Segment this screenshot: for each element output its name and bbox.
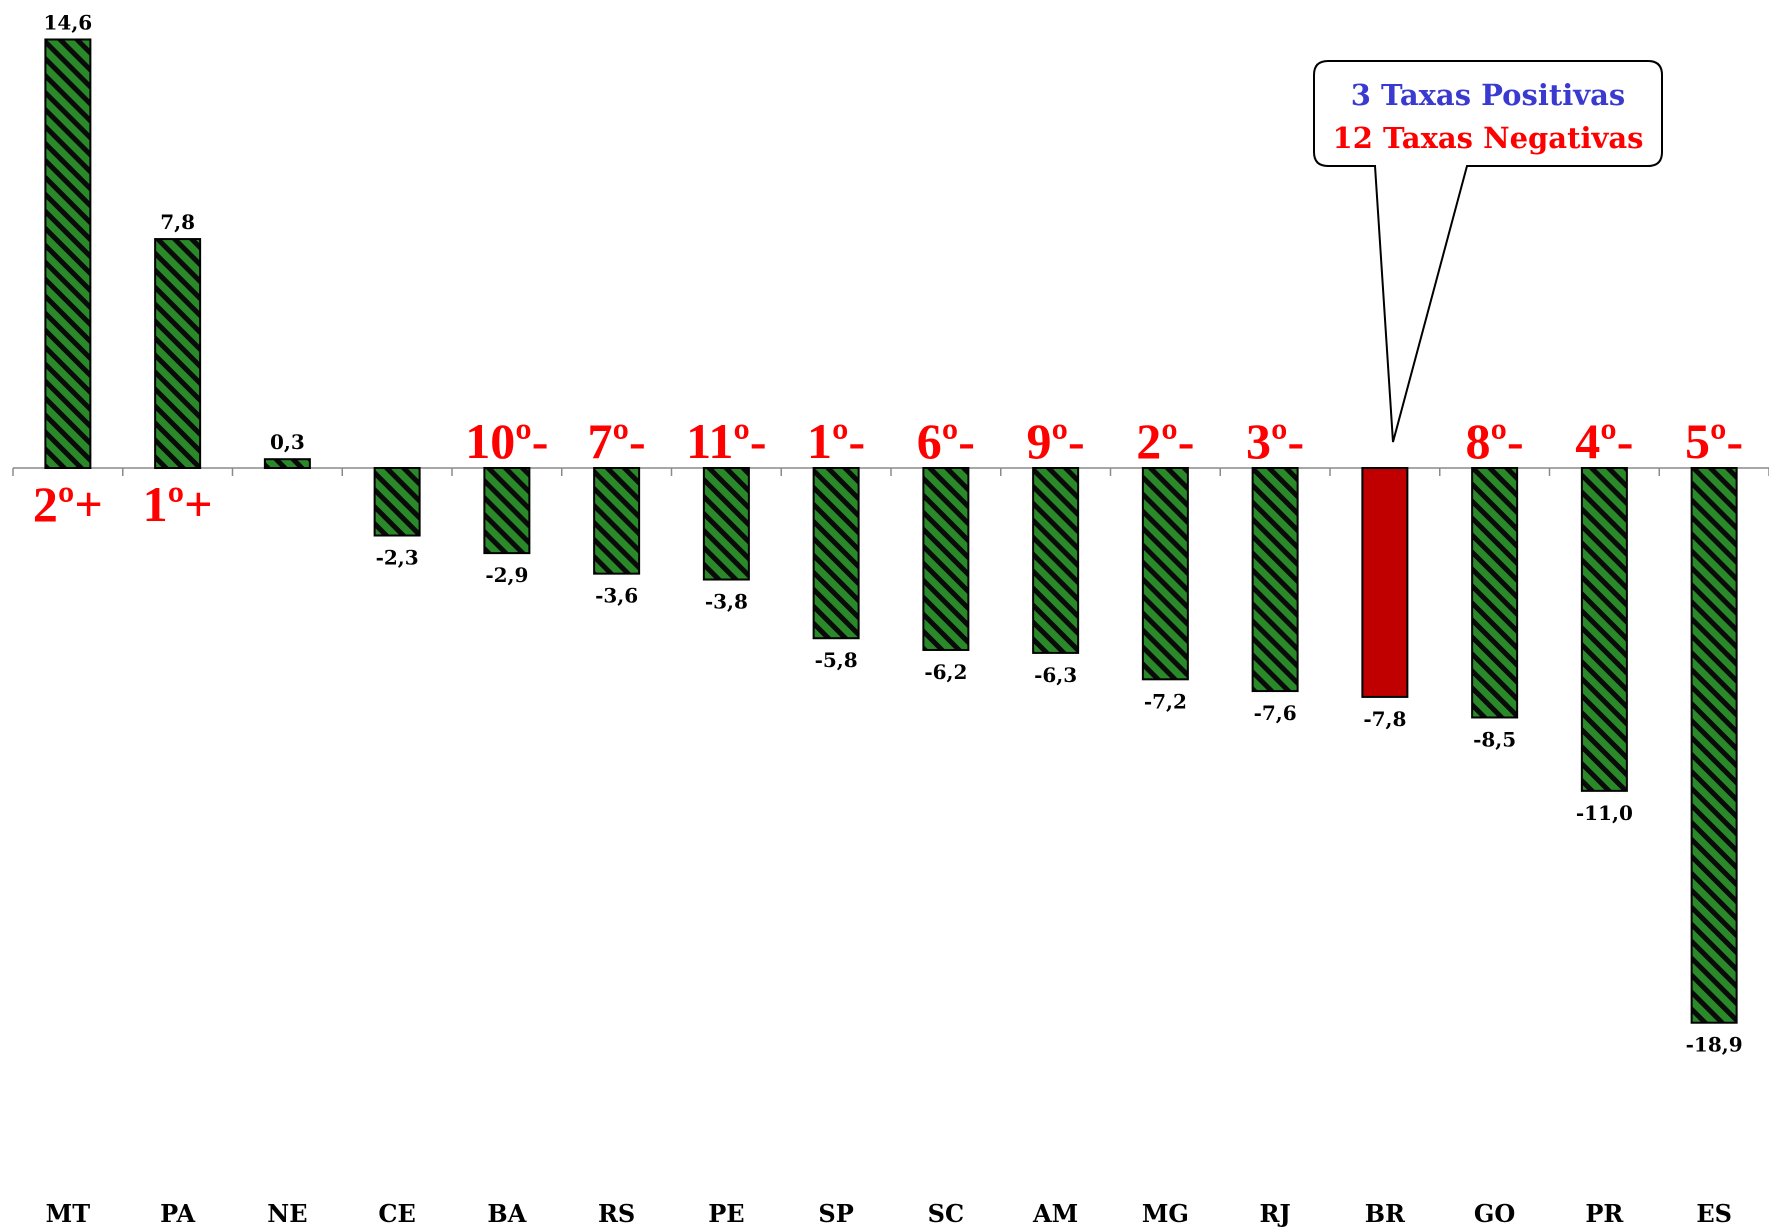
category-label-br: BR <box>1365 1199 1406 1228</box>
category-label-pr: PR <box>1585 1199 1624 1228</box>
bar-ce <box>373 467 421 537</box>
category-label-es: ES <box>1696 1199 1732 1228</box>
category-label-mt: MT <box>46 1199 91 1228</box>
bars-layer <box>44 38 1738 1024</box>
rank-label-mt: 2º+ <box>33 476 103 532</box>
callout-negative-text: 12 Taxas Negativas <box>1333 121 1644 155</box>
category-label-am: AM <box>1032 1199 1078 1228</box>
value-label-go: -8,5 <box>1473 727 1516 751</box>
rank-label-ba: 10º- <box>465 413 548 469</box>
bar-rs <box>593 467 641 575</box>
callout: 3 Taxas Positivas 12 Taxas Negativas <box>1313 60 1663 443</box>
callout-positive-text: 3 Taxas Positivas <box>1351 78 1625 112</box>
callout-bubble <box>1313 60 1663 443</box>
bar-ne <box>263 458 311 470</box>
bar-rj <box>1251 467 1299 693</box>
bar-mg <box>1141 467 1189 681</box>
rank-label-pa: 1º+ <box>143 476 213 532</box>
bar-am <box>1032 467 1080 654</box>
bar-pa <box>154 238 202 469</box>
value-label-rj: -7,6 <box>1254 701 1297 725</box>
value-label-sc: -6,2 <box>924 660 967 684</box>
value-label-pr: -11,0 <box>1576 801 1633 825</box>
value-label-ba: -2,9 <box>485 563 528 587</box>
category-label-mg: MG <box>1142 1199 1189 1228</box>
bar-pe <box>702 467 750 581</box>
rank-label-rj: 3º- <box>1246 413 1304 469</box>
value-label-es: -18,9 <box>1686 1033 1743 1057</box>
rank-label-es: 5º- <box>1685 413 1743 469</box>
category-label-sc: SC <box>928 1199 964 1228</box>
value-label-am: -6,3 <box>1034 663 1077 687</box>
rank-label-mg: 2º- <box>1136 413 1194 469</box>
labels-layer: 14,6 MT 2º+ 7,8 PA 1º+ 0,3 NE -2,3 CE -2,9 BA 10º- -3… <box>33 10 1743 1228</box>
category-label-rj: RJ <box>1259 1199 1290 1228</box>
bar-pr <box>1580 467 1628 792</box>
category-label-sp: SP <box>818 1199 853 1228</box>
category-label-pa: PA <box>160 1199 195 1228</box>
category-label-pe: PE <box>708 1199 744 1228</box>
bar-ba <box>483 467 531 555</box>
rank-label-pe: 11º- <box>686 413 766 469</box>
category-label-ce: CE <box>378 1199 415 1228</box>
value-label-ne: 0,3 <box>270 430 305 454</box>
category-label-rs: RS <box>598 1199 635 1228</box>
value-label-pa: 7,8 <box>160 210 195 234</box>
value-label-mt: 14,6 <box>44 10 93 34</box>
value-label-sp: -5,8 <box>815 648 858 672</box>
value-label-mg: -7,2 <box>1144 689 1187 713</box>
category-label-go: GO <box>1474 1199 1515 1228</box>
category-label-ba: BA <box>487 1199 526 1228</box>
value-label-rs: -3,6 <box>595 584 638 608</box>
value-label-br: -7,8 <box>1363 707 1406 731</box>
value-label-pe: -3,8 <box>705 590 748 614</box>
rank-label-go: 8º- <box>1466 413 1524 469</box>
bar-sp <box>812 467 860 640</box>
bar-br <box>1361 467 1409 698</box>
bar-es <box>1690 467 1738 1024</box>
bar-mt <box>44 38 92 470</box>
rank-label-sp: 1º- <box>807 413 865 469</box>
bar-sc <box>922 467 970 651</box>
rank-label-rs: 7º- <box>588 413 646 469</box>
value-label-ce: -2,3 <box>376 546 419 570</box>
rank-label-pr: 4º- <box>1575 413 1633 469</box>
rank-label-sc: 6º- <box>917 413 975 469</box>
category-label-ne: NE <box>267 1199 307 1228</box>
rank-label-am: 9º- <box>1027 413 1085 469</box>
bar-go <box>1471 467 1519 719</box>
